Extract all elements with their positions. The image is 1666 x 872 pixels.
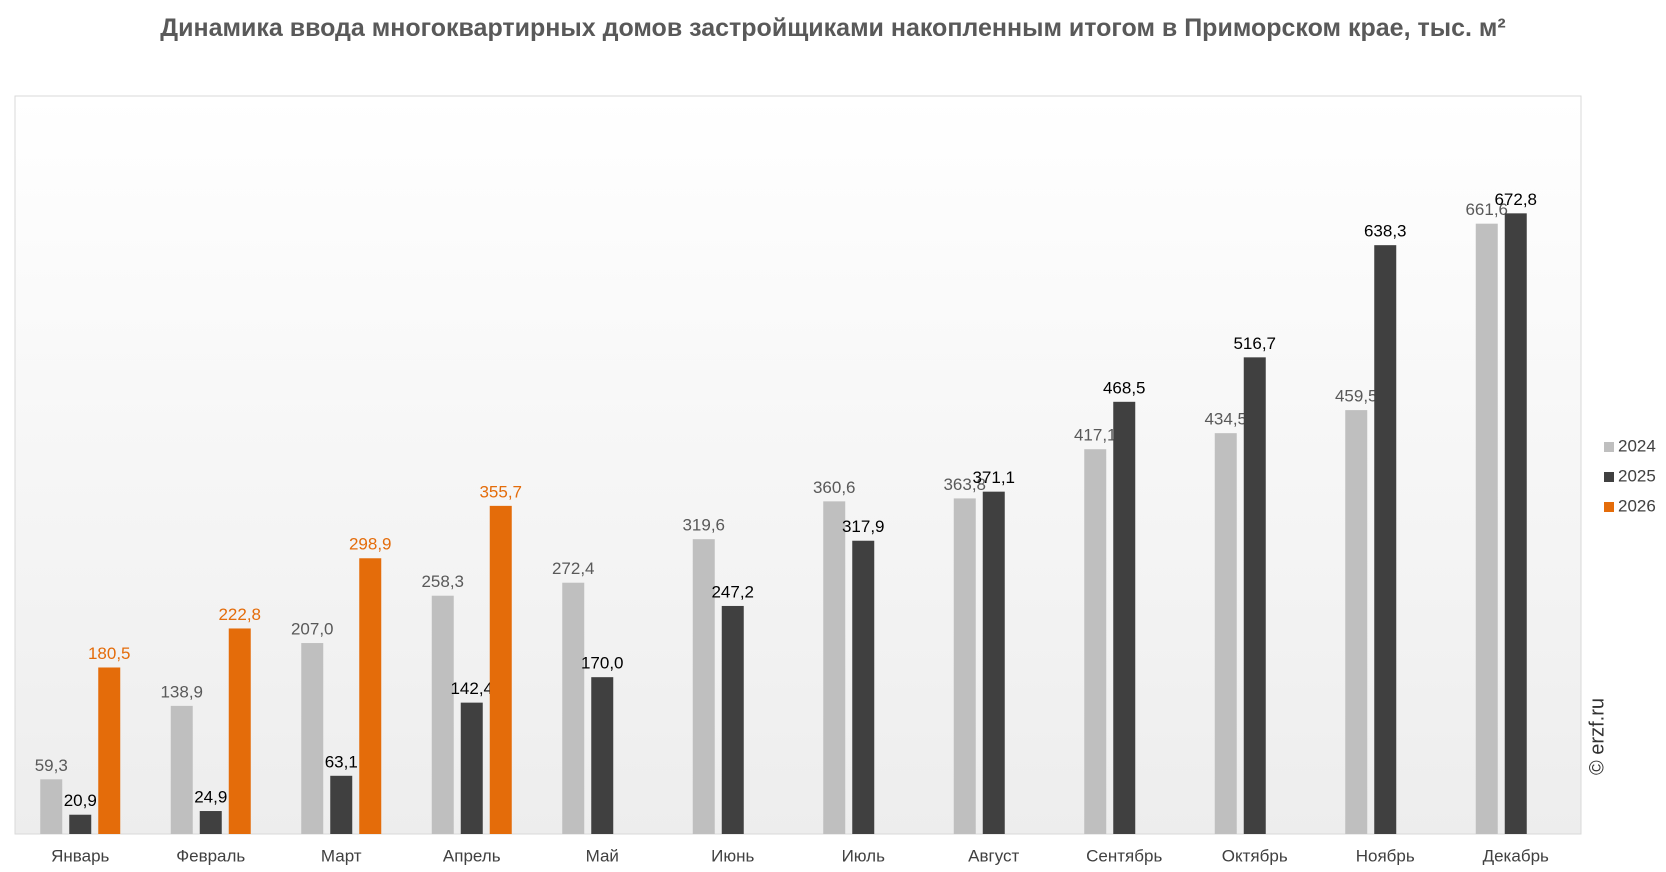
source: © erzf.ru (1586, 698, 1608, 775)
x-tick-label: Декабрь (1483, 846, 1549, 865)
bar (170, 705, 193, 834)
legend-swatch (1604, 472, 1614, 482)
bar (591, 677, 614, 834)
data-label: 459,5 (1335, 387, 1378, 406)
bar (721, 605, 744, 834)
x-tick-label: Апрель (443, 846, 501, 865)
data-label: 272,4 (552, 559, 595, 578)
data-label: 371,1 (972, 468, 1015, 487)
x-tick-label: Октябрь (1222, 846, 1288, 865)
legend-swatch (1604, 442, 1614, 452)
data-label: 142,4 (450, 679, 493, 698)
x-tick-label: Май (586, 846, 619, 865)
bar (953, 498, 976, 834)
bar (98, 667, 121, 834)
bar (431, 595, 454, 834)
x-tick-label: Сентябрь (1086, 846, 1162, 865)
bar (1374, 245, 1397, 835)
plot-area (14, 95, 1582, 835)
data-label: 355,7 (479, 482, 522, 501)
bar (199, 811, 222, 834)
data-label: 672,8 (1494, 190, 1537, 209)
data-label: 516,7 (1233, 334, 1276, 353)
data-label: 207,0 (291, 620, 334, 639)
bar (1475, 223, 1498, 834)
bar (852, 540, 875, 834)
data-label: 661,6 (1465, 200, 1508, 219)
data-label: 360,6 (813, 478, 856, 497)
bar (1214, 433, 1237, 834)
data-label: 317,9 (842, 517, 885, 536)
data-label: 468,5 (1103, 378, 1146, 397)
data-label: 138,9 (160, 682, 203, 701)
data-label: 24,9 (194, 788, 227, 807)
bar (1345, 410, 1368, 834)
data-label: 638,3 (1364, 222, 1407, 241)
bar (301, 643, 324, 834)
data-label: 63,1 (325, 752, 358, 771)
data-label: 170,0 (581, 654, 624, 673)
data-label: 59,3 (35, 756, 68, 775)
title-box: Динамика ввода многоквартирных домов зас… (0, 10, 1666, 46)
x-tick-label: Ноябрь (1356, 846, 1415, 865)
x-tick-label: Март (321, 846, 362, 865)
data-label: 319,6 (682, 516, 725, 535)
data-label: 417,1 (1074, 426, 1117, 445)
bar (562, 582, 585, 834)
legend-label: 2026 (1618, 496, 1656, 515)
data-label: 298,9 (349, 535, 392, 554)
bar (228, 628, 251, 834)
data-label: 180,5 (88, 644, 131, 663)
x-tick-label: Январь (51, 846, 109, 865)
bar (330, 775, 353, 834)
bar (359, 558, 382, 834)
data-label: 222,8 (218, 605, 261, 624)
bar (489, 505, 512, 834)
bar (69, 814, 92, 834)
x-tick-label: Июнь (711, 846, 754, 865)
legend-label: 2024 (1618, 436, 1656, 455)
bar (1243, 357, 1266, 834)
x-tick-label: Июль (842, 846, 886, 865)
data-label: 258,3 (421, 572, 464, 591)
x-tick-label: Февраль (176, 846, 245, 865)
data-label: 20,9 (64, 791, 97, 810)
data-label: 247,2 (711, 582, 754, 601)
x-tick-label: Август (968, 846, 1019, 865)
bar (1084, 449, 1107, 834)
chart-title: Динамика ввода многоквартирных домов зас… (160, 14, 1506, 42)
bar (40, 779, 63, 834)
legend-label: 2025 (1618, 466, 1656, 485)
bar (823, 501, 846, 834)
bar (982, 491, 1005, 834)
data-label: 363,8 (943, 475, 986, 494)
legend-swatch (1604, 502, 1614, 512)
bar (460, 702, 483, 834)
data-label: 434,5 (1204, 410, 1247, 429)
bar (1113, 401, 1136, 834)
bar (1504, 213, 1527, 835)
bar (692, 539, 715, 834)
